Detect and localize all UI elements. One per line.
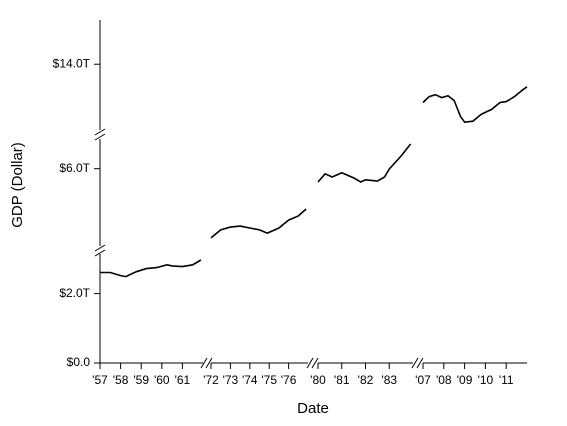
y-axis-title: GDP (Dollar): [9, 142, 26, 228]
x-break: [200, 357, 424, 369]
gdp-line: [422, 86, 528, 124]
x-tick-label: '60: [154, 373, 170, 387]
y-tick-label: $6.0T: [59, 161, 90, 175]
x-tick-label: '57: [92, 373, 108, 387]
x-tick-label: '81: [334, 373, 350, 387]
x-tick-label: '59: [133, 373, 149, 387]
y-tick-label: $14.0T: [53, 56, 91, 70]
y-tick-label: $2.0T: [59, 286, 90, 300]
gdp-line: [210, 208, 307, 239]
x-tick-label: '76: [281, 373, 297, 387]
x-tick-label: '10: [478, 373, 494, 387]
x-tick-label: '83: [381, 373, 397, 387]
gdp-line: [100, 259, 202, 278]
x-tick-label: '08: [436, 373, 452, 387]
x-tick-label: '09: [457, 373, 473, 387]
axes: [94, 20, 527, 369]
x-tick-label: '11: [499, 373, 514, 387]
x-tick-label: '58: [113, 373, 129, 387]
x-tick-label: '73: [223, 373, 239, 387]
x-tick-label: '72: [203, 373, 219, 387]
x-tick-label: '80: [310, 373, 326, 387]
y-break: [94, 128, 106, 257]
gdp-line: [317, 143, 412, 183]
x-axis-title: Date: [297, 400, 329, 417]
x-tick-label: '61: [175, 373, 191, 387]
x-tick-label: '82: [358, 373, 374, 387]
x-tick-label: '75: [261, 373, 277, 387]
x-tick-label: '74: [242, 373, 258, 387]
x-tick-label: '07: [415, 373, 431, 387]
y-tick-label: $0.0: [67, 355, 91, 369]
